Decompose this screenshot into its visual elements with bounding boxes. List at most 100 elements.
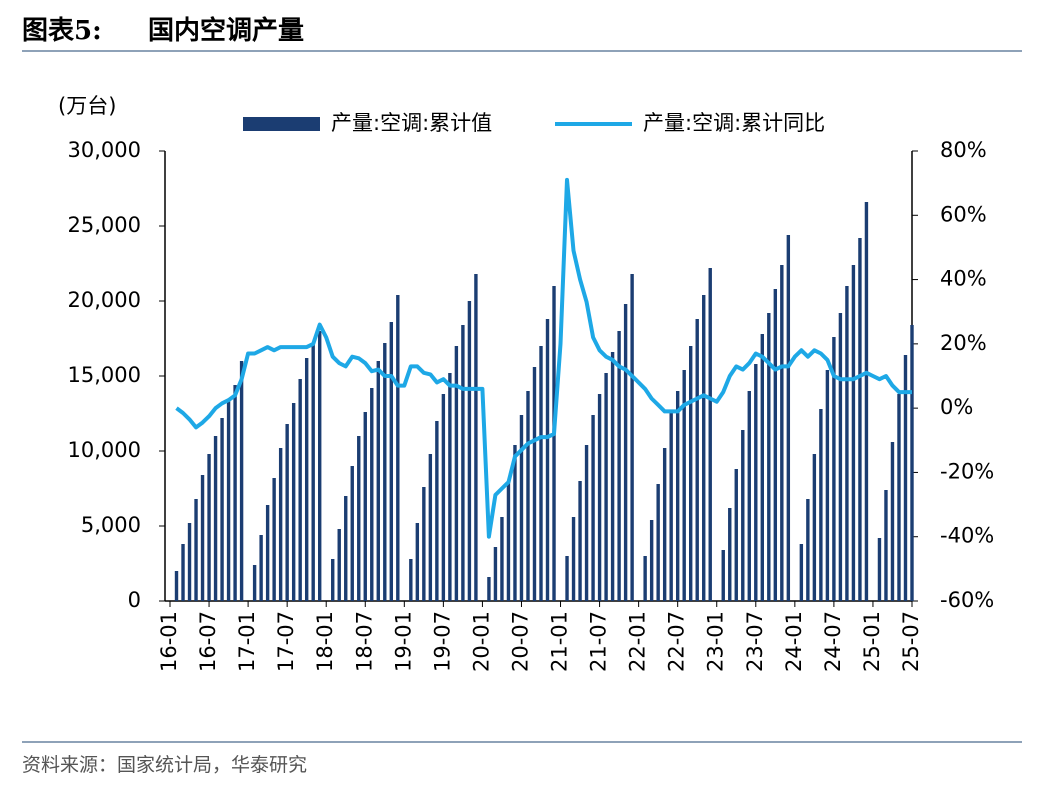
legend-swatch <box>243 117 320 131</box>
bar <box>265 505 270 601</box>
bar <box>877 538 882 601</box>
y2-tick-label: -20% <box>940 459 994 483</box>
bar <box>454 346 459 601</box>
x-tick-label: 16-01 <box>157 611 181 672</box>
bar <box>448 373 452 601</box>
bar <box>226 400 231 601</box>
figure-title: 国内空调产量 <box>148 15 304 46</box>
bar <box>897 394 901 601</box>
bar <box>734 469 738 601</box>
bar <box>675 391 680 601</box>
x-tick-label: 16-07 <box>196 611 220 672</box>
bar <box>669 412 673 601</box>
bar <box>682 370 686 601</box>
x-tick-label: 21-07 <box>587 611 611 672</box>
bar <box>864 202 869 601</box>
y2-tick-label: 60% <box>940 202 987 226</box>
bar <box>187 523 192 601</box>
y2-tick-label: 0% <box>940 395 973 419</box>
y2-tick-label: -60% <box>940 588 994 612</box>
bar <box>591 415 595 601</box>
bar <box>656 484 660 601</box>
bar <box>578 481 582 601</box>
y-tick-label: 10,000 <box>68 438 141 462</box>
bar <box>506 481 511 601</box>
bar <box>220 418 224 601</box>
bar <box>845 286 849 601</box>
bar <box>773 289 778 601</box>
figure-label: 图表5: <box>22 16 102 46</box>
y2-tick-label: -40% <box>940 524 994 548</box>
bar <box>213 436 218 601</box>
bar <box>884 490 888 601</box>
y-tick-label: 0 <box>128 588 141 612</box>
bar <box>910 325 914 601</box>
bar <box>194 499 198 601</box>
bar <box>754 364 758 601</box>
x-tick-label: 20-01 <box>469 611 493 672</box>
bar <box>565 556 569 601</box>
bar <box>584 445 589 601</box>
bar <box>799 544 804 601</box>
bar <box>617 331 621 601</box>
bar <box>363 412 367 601</box>
bar <box>370 388 374 601</box>
x-tick-label: 25-07 <box>899 611 923 672</box>
x-tick-label: 22-07 <box>665 611 689 672</box>
x-tick-label: 23-07 <box>743 611 767 672</box>
bar <box>252 565 257 601</box>
bar <box>721 550 725 601</box>
bar <box>728 508 732 601</box>
y2-tick-label: 20% <box>940 331 987 355</box>
x-tick-label: 18-01 <box>313 611 337 672</box>
bar <box>708 268 712 601</box>
bar <box>441 394 446 601</box>
bar <box>422 487 426 601</box>
bar <box>291 403 296 601</box>
x-tick-label: 18-07 <box>352 611 376 672</box>
bar <box>767 313 771 601</box>
x-tick-label: 24-01 <box>782 611 806 672</box>
bar <box>461 325 465 601</box>
x-tick-label: 21-01 <box>548 611 572 672</box>
bar <box>786 235 791 601</box>
bar <box>487 577 491 601</box>
bar <box>825 370 830 601</box>
bar <box>890 442 895 601</box>
bar <box>702 295 706 601</box>
bar <box>285 424 289 601</box>
x-tick-label: 19-07 <box>430 611 454 672</box>
y2-tick-label: 80% <box>940 138 987 162</box>
bar <box>174 571 179 601</box>
x-tick-label: 24-07 <box>821 611 845 672</box>
bar <box>571 517 576 601</box>
bar <box>344 496 348 601</box>
bar <box>331 559 335 601</box>
bar <box>552 286 556 601</box>
bar <box>741 430 745 601</box>
bar <box>200 475 205 601</box>
bar <box>858 238 862 601</box>
x-tick-label: 20-07 <box>508 611 532 672</box>
y-axis-unit: (万台) <box>58 94 116 118</box>
bar <box>396 295 400 601</box>
bar <box>532 367 537 601</box>
bar <box>832 337 836 601</box>
bar <box>415 523 420 601</box>
bar <box>389 322 393 601</box>
bar <box>304 358 309 601</box>
bar <box>500 517 504 601</box>
y-tick-label: 15,000 <box>68 363 141 387</box>
bar <box>623 304 628 601</box>
y-tick-label: 20,000 <box>68 288 141 312</box>
bar <box>604 373 608 601</box>
bar <box>689 346 693 601</box>
bar <box>649 520 654 601</box>
bar <box>545 319 550 601</box>
bar <box>278 448 283 601</box>
bar <box>630 274 634 601</box>
bar <box>695 319 699 601</box>
bar <box>760 334 764 601</box>
y-tick-label: 5,000 <box>81 513 141 537</box>
